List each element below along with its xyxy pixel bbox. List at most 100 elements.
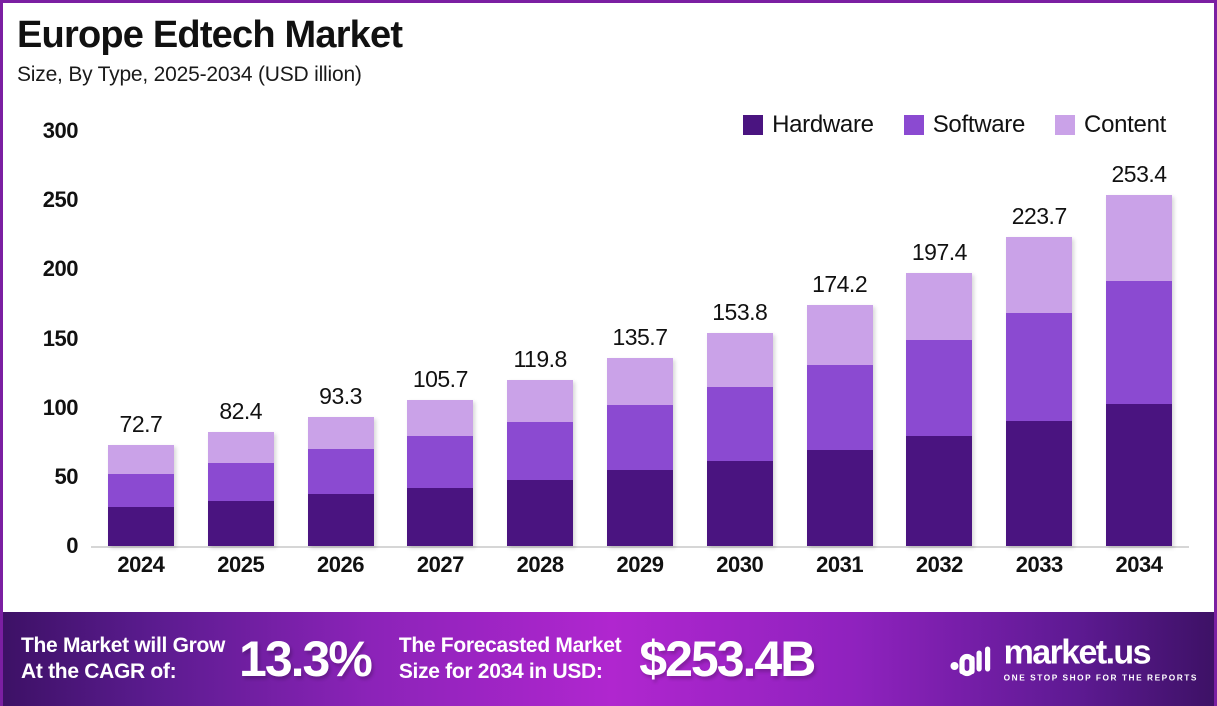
legend-item-hardware[interactable]: Hardware (743, 111, 874, 139)
forecast-size-caption: The Forecasted Market Size for 2034 in U… (399, 633, 622, 685)
bar-stack[interactable] (706, 333, 773, 546)
bar-segment-content[interactable] (407, 399, 474, 436)
x-axis-tick-2034: 2034 (1115, 552, 1163, 577)
bar-total-label: 82.4 (219, 398, 263, 425)
bar-group-2029[interactable]: 135.7 2029 (606, 131, 673, 577)
bar-total-label: 135.7 (612, 324, 668, 351)
bar-group-2034[interactable]: 253.4 2034 (1106, 131, 1173, 577)
legend-item-content[interactable]: Content (1055, 111, 1166, 139)
bar-segment-software[interactable] (407, 435, 474, 488)
bar-stack[interactable] (107, 445, 174, 546)
cagr-caption: The Market will Grow At the CAGR of: (21, 633, 225, 685)
x-axis-tick-2029: 2029 (616, 552, 664, 577)
bar-total-label: 197.4 (911, 238, 968, 265)
bar-stack[interactable] (906, 272, 973, 546)
bar-segment-software[interactable] (606, 405, 673, 471)
bar-segment-content[interactable] (706, 333, 773, 387)
bar-segment-hardware[interactable] (507, 479, 574, 546)
bar-stack[interactable] (1006, 236, 1073, 546)
bar-stack[interactable] (606, 358, 673, 546)
bar-group-2026[interactable]: 93.3 2026 (307, 131, 374, 577)
bar-segment-hardware[interactable] (1006, 421, 1073, 546)
cagr-value: 13.3% (239, 631, 373, 687)
y-axis-labels: 0 50 100 150 200 250 300 (3, 3, 91, 706)
bar-group-2028[interactable]: 119.8 2028 (507, 131, 574, 577)
bar-segment-content[interactable] (307, 416, 374, 450)
bar-segment-software[interactable] (1106, 281, 1173, 404)
legend-label: Content (1084, 111, 1166, 138)
bar-segment-content[interactable] (806, 305, 873, 366)
bar-segment-software[interactable] (706, 386, 773, 461)
bar-segment-hardware[interactable] (1106, 403, 1173, 546)
bar-stack[interactable] (806, 305, 873, 546)
bar-segment-hardware[interactable] (706, 460, 773, 546)
bar-segment-software[interactable] (806, 365, 873, 450)
bar-segment-software[interactable] (1006, 312, 1073, 422)
bar-segment-hardware[interactable] (806, 449, 873, 546)
bar-segment-content[interactable] (1106, 195, 1173, 282)
bar-segment-hardware[interactable] (407, 487, 474, 546)
bar-segment-hardware[interactable] (606, 470, 673, 546)
y-axis-tick-250: 250 (42, 187, 79, 213)
cagr-caption-line-2: At the CAGR of: (21, 660, 177, 683)
bar-total-label: 253.4 (1111, 161, 1168, 188)
bar-group-2024[interactable]: 72.7 2024 (107, 131, 174, 577)
market-us-logo-text: market.us ONE STOP SHOP FOR THE REPORTS (1004, 636, 1198, 683)
y-axis-tick-150: 150 (42, 325, 79, 351)
bar-segment-content[interactable] (207, 432, 274, 463)
bar-segment-hardware[interactable] (906, 436, 973, 546)
market-us-logo[interactable]: market.us ONE STOP SHOP FOR THE REPORTS (949, 636, 1198, 683)
cagr-caption-line-1: The Market will Grow (21, 633, 226, 657)
bar-segment-software[interactable] (107, 473, 174, 507)
legend-label: Hardware (772, 111, 874, 138)
bar-segment-hardware[interactable] (107, 507, 174, 546)
bar-stack[interactable] (1106, 195, 1173, 546)
bar-stack[interactable] (307, 416, 374, 546)
bar-segment-software[interactable] (507, 421, 574, 480)
bar-segment-software[interactable] (906, 340, 973, 437)
bar-segment-content[interactable] (906, 272, 973, 341)
bar-series-container: 72.7 2024 82.4 2025 93.3 2026 105.7 2027 119.8 20… (91, 131, 1189, 577)
legend-item-software[interactable]: Software (903, 111, 1025, 139)
legend-swatch-icon (743, 115, 764, 135)
bar-group-2031[interactable]: 174.2 2031 (806, 131, 873, 577)
y-axis-tick-100: 100 (42, 394, 79, 420)
logo-wordmark: market.us (1003, 633, 1152, 672)
bar-segment-content[interactable] (1006, 236, 1073, 313)
forecast-size-value: $253.4B (639, 631, 816, 687)
legend-swatch-icon (903, 115, 924, 135)
bar-segment-hardware[interactable] (307, 494, 374, 546)
bar-group-2033[interactable]: 223.7 2033 (1006, 131, 1073, 577)
bar-segment-software[interactable] (307, 449, 374, 495)
bar-segment-content[interactable] (107, 445, 174, 474)
bar-total-label: 174.2 (812, 271, 868, 298)
y-axis-tick-50: 50 (54, 463, 79, 489)
bar-group-2030[interactable]: 153.8 2030 (706, 131, 773, 577)
bar-stack[interactable] (207, 432, 274, 546)
bar-segment-content[interactable] (507, 380, 574, 422)
bar-group-2025[interactable]: 82.4 2025 (207, 131, 274, 577)
chart-header: Europe Edtech Market Size, By Type, 2025… (17, 14, 403, 87)
x-axis-line (91, 546, 1189, 548)
bar-segment-software[interactable] (207, 462, 274, 502)
bar-group-2027[interactable]: 105.7 2027 (407, 131, 474, 577)
bar-stack[interactable] (407, 399, 474, 546)
chart-legend: Hardware Software Content (743, 111, 1166, 139)
x-axis-tick-2027: 2027 (416, 552, 464, 577)
x-axis-tick-2026: 2026 (317, 552, 365, 577)
bar-total-label: 93.3 (319, 382, 362, 409)
bar-total-label: 223.7 (1011, 202, 1068, 229)
y-axis-tick-0: 0 (66, 533, 78, 558)
cagr-block: The Market will Grow At the CAGR of: 13.… (21, 630, 373, 688)
bar-segment-hardware[interactable] (207, 501, 274, 546)
bar-stack[interactable] (507, 380, 574, 546)
bar-total-label: 72.7 (119, 411, 163, 438)
bar-segment-content[interactable] (606, 358, 673, 406)
plot-area: 72.7 2024 82.4 2025 93.3 2026 105.7 2027 119.8 20… (91, 131, 1189, 577)
x-axis-tick-2033: 2033 (1015, 552, 1063, 577)
page-title: Europe Edtech Market (17, 14, 403, 56)
bar-group-2032[interactable]: 197.4 2032 (906, 131, 973, 577)
market-us-logo-mark-icon (949, 641, 995, 677)
x-axis-tick-2025: 2025 (217, 552, 265, 577)
